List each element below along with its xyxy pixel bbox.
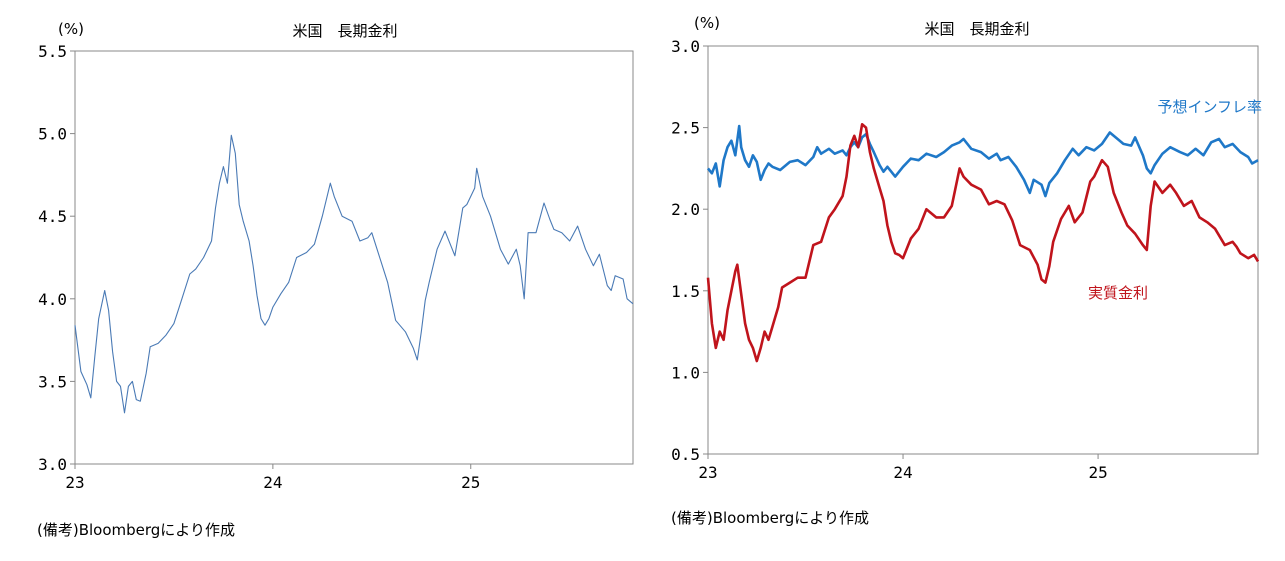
- left-source-note: (備考)Bloombergにより作成: [37, 521, 235, 539]
- chart-right: (%) 米国 長期金利 0.5 1.0 1.5 2.0 2.5 3.0 23 24 25 予想イ…: [671, 14, 1262, 527]
- left-unit-label: (%): [58, 20, 84, 38]
- left-plot-frame: [74, 50, 634, 465]
- right-axis-ticks: 0.5 1.0 1.5 2.0 2.5 3.0 23 24 25: [671, 37, 1108, 482]
- right-series-line-2: [706, 123, 1260, 363]
- left-y-tick-label: 3.5: [38, 372, 67, 391]
- left-chart-title: 米国 長期金利: [292, 22, 397, 40]
- right-x-tick-label: 24: [893, 463, 912, 482]
- left-x-tick-label: 25: [461, 473, 480, 492]
- right-y-tick-label: 2.5: [671, 119, 700, 138]
- right-source-note: (備考)Bloombergにより作成: [671, 509, 869, 527]
- left-y-tick-label: 4.0: [38, 290, 67, 309]
- right-series-line-1: [706, 124, 1259, 198]
- right-series-lines: [706, 123, 1260, 363]
- right-plot-frame: [707, 45, 1259, 455]
- right-y-tick-label: 0.5: [671, 445, 700, 464]
- left-y-tick-label: 5.0: [38, 125, 67, 144]
- left-series-lines: [74, 134, 634, 414]
- right-unit-label: (%): [694, 14, 720, 32]
- right-y-tick-label: 2.0: [671, 200, 700, 219]
- right-chart-title: 米国 長期金利: [924, 20, 1029, 38]
- left-x-tick-label: 24: [263, 473, 282, 492]
- left-series-line-1: [74, 134, 634, 414]
- right-y-tick-label: 3.0: [671, 37, 700, 56]
- right-x-tick-label: 25: [1088, 463, 1107, 482]
- legend-label-inflation: 予想インフレ率: [1157, 98, 1262, 116]
- right-y-tick-label: 1.0: [671, 363, 700, 382]
- left-axis-ticks: 3.0 3.5 4.0 4.5 5.0 5.5 23 24 25: [38, 42, 480, 492]
- right-y-tick-label: 1.5: [671, 282, 700, 301]
- left-y-tick-label: 3.0: [38, 455, 67, 474]
- legend-label-real-rate: 実質金利: [1088, 284, 1148, 302]
- left-y-tick-label: 5.5: [38, 42, 67, 61]
- right-x-tick-label: 23: [698, 463, 717, 482]
- chart-left: (%) 米国 長期金利 3.0 3.5 4.0 4.5 5.0 5.5 23 24 25 (備考…: [37, 20, 634, 539]
- left-x-tick-label: 23: [65, 473, 84, 492]
- left-y-tick-label: 4.5: [38, 207, 67, 226]
